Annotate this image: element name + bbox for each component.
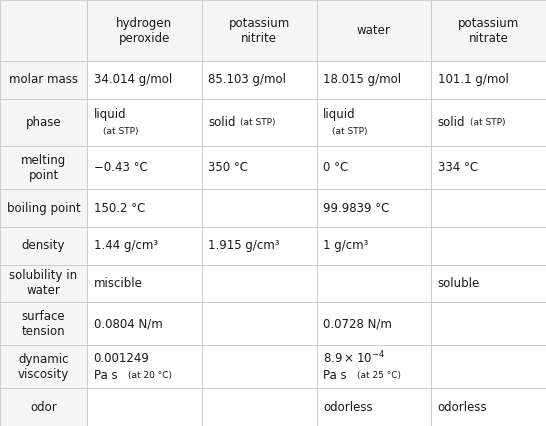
Bar	[0, 190, 87, 227]
Text: 85.103 g/mol: 85.103 g/mol	[209, 74, 286, 86]
Bar	[317, 345, 431, 389]
Bar	[0, 99, 87, 147]
Bar	[431, 147, 546, 190]
Bar	[317, 99, 431, 147]
Text: 1 g/cm³: 1 g/cm³	[323, 239, 369, 252]
Bar	[87, 0, 202, 61]
Bar	[202, 0, 317, 61]
Text: potassium
nitrate: potassium nitrate	[458, 17, 519, 45]
Bar	[0, 147, 87, 190]
Text: −0.43 °C: −0.43 °C	[93, 161, 147, 174]
Text: odor: odor	[30, 401, 57, 414]
Text: solid: solid	[438, 116, 465, 129]
Text: odorless: odorless	[438, 401, 488, 414]
Text: surface
tension: surface tension	[22, 310, 66, 338]
Text: molar mass: molar mass	[9, 74, 78, 86]
Text: 34.014 g/mol: 34.014 g/mol	[93, 74, 172, 86]
Text: 0 °C: 0 °C	[323, 161, 348, 174]
Text: Pa s: Pa s	[323, 369, 347, 382]
Text: dynamic
viscosity: dynamic viscosity	[18, 353, 69, 381]
Bar	[202, 227, 317, 265]
Bar	[87, 302, 202, 345]
Bar	[0, 345, 87, 389]
Text: potassium
nitrite: potassium nitrite	[229, 17, 290, 45]
Bar	[431, 61, 546, 99]
Text: water: water	[357, 24, 391, 37]
Bar	[431, 190, 546, 227]
Text: 350 °C: 350 °C	[209, 161, 248, 174]
Text: 0.0804 N/m: 0.0804 N/m	[93, 317, 162, 330]
Bar	[431, 345, 546, 389]
Bar	[0, 227, 87, 265]
Text: liquid: liquid	[323, 107, 355, 121]
Bar	[0, 0, 87, 61]
Bar	[431, 302, 546, 345]
Bar	[431, 0, 546, 61]
Bar	[87, 265, 202, 302]
Bar	[202, 61, 317, 99]
Text: 99.9839 °C: 99.9839 °C	[323, 202, 389, 215]
Text: $8.9\times10^{-4}$: $8.9\times10^{-4}$	[323, 350, 385, 366]
Bar	[431, 99, 546, 147]
Text: (at 20 °C): (at 20 °C)	[128, 371, 172, 380]
Bar	[87, 99, 202, 147]
Text: (at STP): (at STP)	[240, 118, 276, 127]
Text: (at STP): (at STP)	[103, 127, 138, 135]
Text: (at STP): (at STP)	[470, 118, 506, 127]
Bar	[87, 389, 202, 426]
Bar	[317, 61, 431, 99]
Text: odorless: odorless	[323, 401, 373, 414]
Text: 101.1 g/mol: 101.1 g/mol	[438, 74, 509, 86]
Text: 334 °C: 334 °C	[438, 161, 478, 174]
Bar	[202, 147, 317, 190]
Text: Pa s: Pa s	[93, 369, 117, 382]
Text: 1.44 g/cm³: 1.44 g/cm³	[93, 239, 158, 252]
Bar	[202, 265, 317, 302]
Bar	[202, 389, 317, 426]
Text: 150.2 °C: 150.2 °C	[93, 202, 145, 215]
Bar	[0, 265, 87, 302]
Bar	[202, 345, 317, 389]
Text: miscible: miscible	[93, 277, 143, 290]
Text: phase: phase	[26, 116, 61, 129]
Text: 0.0728 N/m: 0.0728 N/m	[323, 317, 392, 330]
Text: liquid: liquid	[93, 107, 126, 121]
Bar	[202, 99, 317, 147]
Bar	[87, 147, 202, 190]
Bar	[0, 302, 87, 345]
Text: solid: solid	[209, 116, 236, 129]
Text: 1.915 g/cm³: 1.915 g/cm³	[209, 239, 280, 252]
Bar	[202, 190, 317, 227]
Bar	[317, 265, 431, 302]
Bar	[317, 227, 431, 265]
Bar	[317, 389, 431, 426]
Text: density: density	[22, 239, 66, 252]
Bar	[202, 302, 317, 345]
Bar	[317, 0, 431, 61]
Bar	[87, 61, 202, 99]
Text: (at 25 °C): (at 25 °C)	[358, 371, 401, 380]
Text: (at STP): (at STP)	[333, 127, 368, 135]
Bar	[431, 265, 546, 302]
Bar	[431, 227, 546, 265]
Bar	[87, 190, 202, 227]
Bar	[317, 190, 431, 227]
Bar	[87, 227, 202, 265]
Text: melting
point: melting point	[21, 154, 66, 182]
Text: boiling point: boiling point	[7, 202, 80, 215]
Text: hydrogen
peroxide: hydrogen peroxide	[116, 17, 173, 45]
Bar	[317, 302, 431, 345]
Text: soluble: soluble	[438, 277, 480, 290]
Text: solubility in
water: solubility in water	[9, 270, 78, 297]
Bar	[87, 345, 202, 389]
Bar	[0, 389, 87, 426]
Bar	[0, 61, 87, 99]
Bar	[431, 389, 546, 426]
Bar	[317, 147, 431, 190]
Text: 18.015 g/mol: 18.015 g/mol	[323, 74, 401, 86]
Text: 0.001249: 0.001249	[93, 352, 150, 365]
